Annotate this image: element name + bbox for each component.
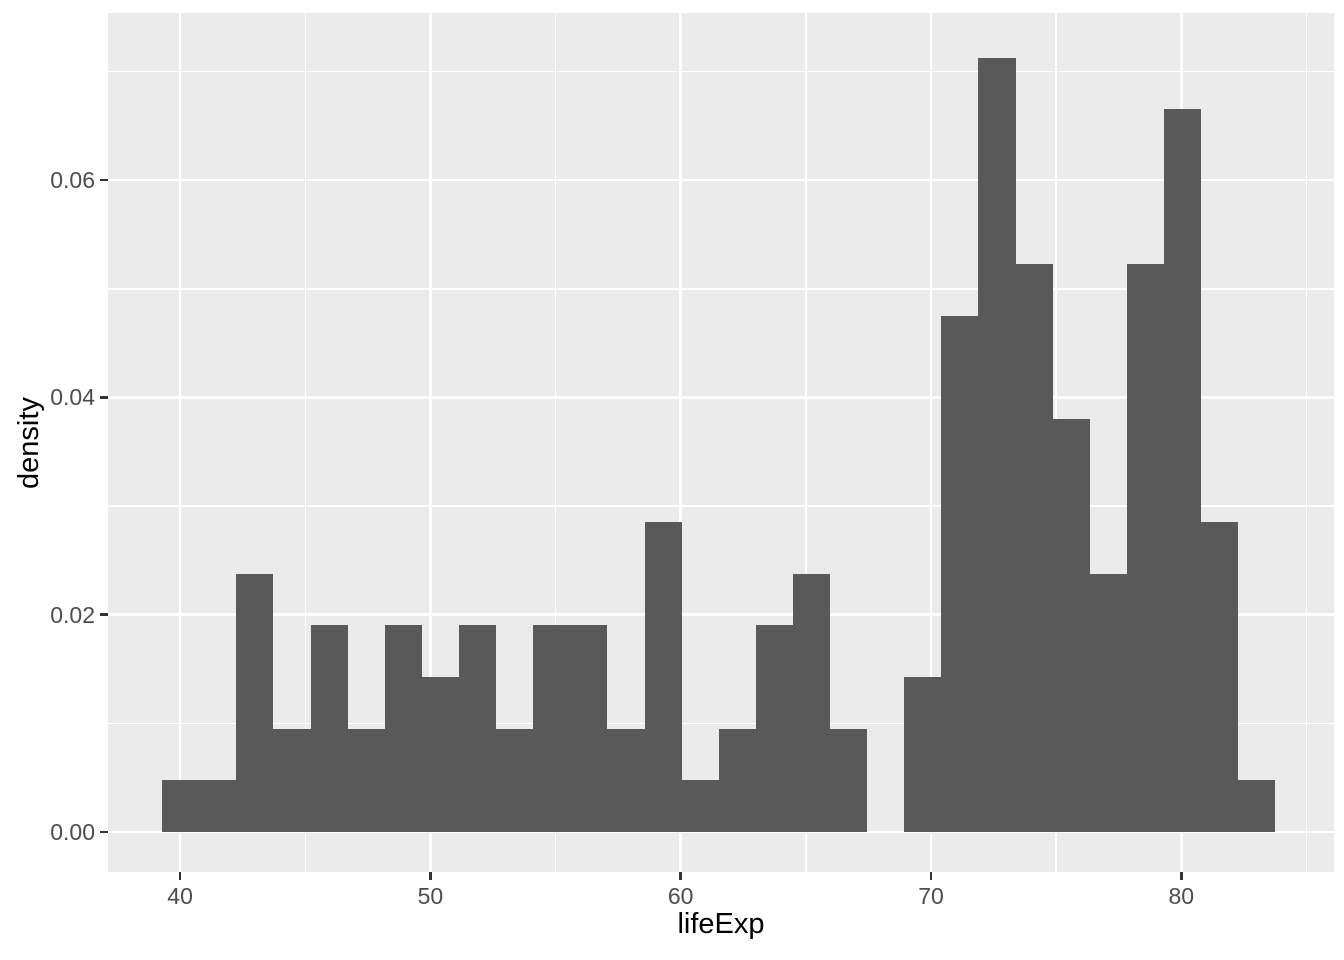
gridline-major-vertical <box>429 13 432 872</box>
y-tick-label: 0.00 <box>50 818 95 845</box>
histogram-bar <box>384 625 422 832</box>
histogram-bar <box>459 625 497 832</box>
plot-panel <box>108 13 1334 872</box>
histogram-bar <box>978 57 1016 832</box>
histogram-bar <box>533 625 571 832</box>
histogram-bar <box>755 625 793 832</box>
histogram-bar <box>830 728 868 832</box>
gridline-minor-vertical <box>554 13 557 872</box>
histogram-bar <box>162 780 200 832</box>
x-tick-mark <box>178 872 182 880</box>
histogram-bar <box>1164 109 1202 832</box>
x-tick-label: 40 <box>167 883 193 909</box>
x-tick-label: 70 <box>918 883 944 909</box>
gridline-major-horizontal <box>108 178 1334 182</box>
histogram-bar <box>1089 573 1127 832</box>
histogram-bar <box>310 625 348 832</box>
histogram-bar <box>941 315 979 832</box>
x-tick-label: 60 <box>667 883 694 909</box>
gridline-minor-vertical <box>304 13 306 872</box>
histogram-bar <box>570 625 608 832</box>
histogram-bar <box>347 728 385 832</box>
gridline-major-horizontal <box>108 396 1334 399</box>
x-tick-mark <box>429 872 432 880</box>
gridline-minor-vertical <box>805 13 807 872</box>
histogram-bar <box>792 573 831 832</box>
y-tick-label: 0.06 <box>50 167 95 194</box>
y-tick-mark <box>100 830 108 834</box>
gridline-minor-horizontal <box>108 288 1334 290</box>
gridline-major-vertical <box>178 13 182 872</box>
gridline-major-horizontal <box>108 613 1334 616</box>
histogram-bar <box>904 677 942 832</box>
histogram-bar <box>199 780 237 832</box>
histogram-bar <box>1015 264 1053 832</box>
x-tick-label: 80 <box>1168 883 1195 909</box>
x-tick-mark <box>1180 872 1183 880</box>
x-axis-title: lifeExp <box>677 908 765 940</box>
gridline-minor-vertical <box>1305 13 1308 872</box>
histogram-bar <box>607 728 645 832</box>
y-tick-label: 0.02 <box>50 601 95 628</box>
histogram-bar <box>421 677 459 832</box>
histogram-bar <box>681 780 719 832</box>
gridline-major-horizontal <box>108 830 1334 834</box>
histogram-bar <box>496 728 534 832</box>
y-tick-mark <box>100 396 108 399</box>
histogram-bar <box>1238 780 1276 832</box>
x-tick-mark <box>929 872 933 880</box>
y-tick-mark <box>100 178 108 182</box>
histogram-bar <box>644 522 682 832</box>
histogram-bar <box>1052 419 1090 832</box>
gridline-minor-horizontal <box>108 70 1334 73</box>
histogram-bar <box>1201 522 1239 832</box>
y-tick-label: 0.04 <box>50 384 95 411</box>
gridline-minor-horizontal <box>108 722 1334 724</box>
x-tick-mark <box>679 872 682 880</box>
y-axis-title: density <box>13 397 45 489</box>
histogram-bar <box>273 728 311 832</box>
histogram-bar <box>236 573 274 832</box>
x-tick-label: 50 <box>417 883 444 909</box>
histogram-bar <box>1126 264 1164 832</box>
y-tick-mark <box>100 613 108 616</box>
histogram-bar <box>718 728 756 832</box>
gridline-major-vertical <box>929 13 933 872</box>
gridline-minor-horizontal <box>108 505 1334 507</box>
gridline-major-vertical <box>679 13 682 872</box>
